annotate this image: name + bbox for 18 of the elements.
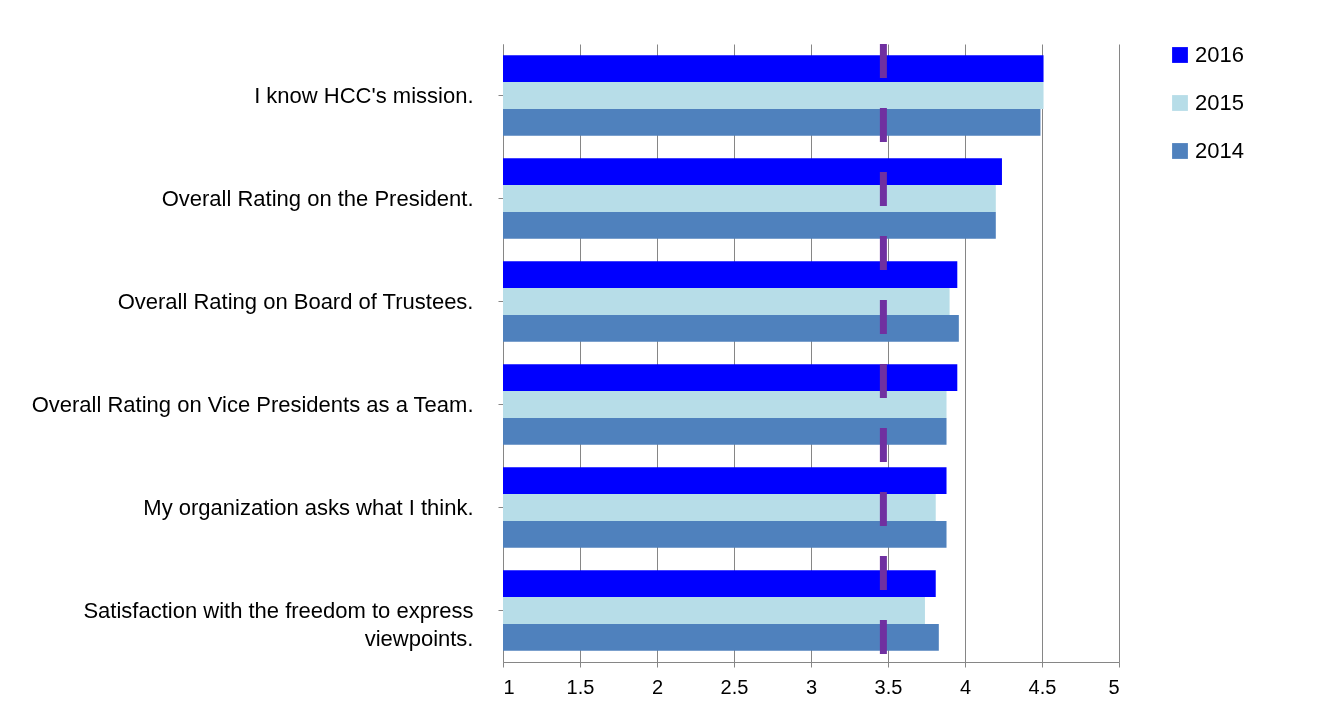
y-tick-label: Overall Rating on Board of Trustees. [117, 288, 474, 314]
x-tick-label: 5 [1108, 675, 1120, 698]
x-tick-label: 4.5 [1028, 675, 1057, 698]
x-tick-label: 1 [503, 675, 515, 698]
x-tick-label: 3 [805, 675, 818, 698]
x-tick-label: 2 [651, 675, 664, 698]
y-tick-label: Satisfaction with the freedom to express viewpoints. [83, 597, 474, 651]
legend-label: 2014 [1195, 138, 1244, 163]
x-tick-label: 3.5 [874, 675, 903, 698]
x-tick-label: 1.5 [566, 675, 595, 698]
x-tick-label: 4 [959, 675, 972, 698]
x-tick-label: 2.5 [720, 675, 749, 698]
legend-label: 2015 [1195, 90, 1244, 115]
y-tick-label: Overall Rating on Vice Presidents as a Team. [31, 391, 474, 417]
legend-label: 2016 [1195, 42, 1244, 67]
y-tick-label: I know HCC's mission. [254, 82, 474, 108]
y-tick-label: My organization asks what I think. [143, 494, 474, 520]
y-tick-label: Overall Rating on the President. [161, 185, 474, 211]
